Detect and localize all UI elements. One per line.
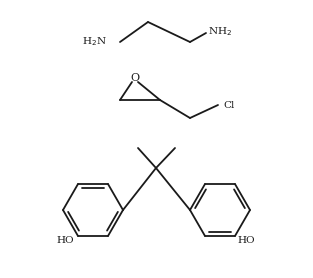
- Text: Cl: Cl: [223, 101, 234, 110]
- Text: H$_2$N: H$_2$N: [82, 36, 107, 48]
- Text: HO: HO: [56, 237, 74, 245]
- Text: NH$_2$: NH$_2$: [208, 26, 232, 38]
- Text: HO: HO: [237, 237, 254, 245]
- Text: O: O: [131, 73, 140, 83]
